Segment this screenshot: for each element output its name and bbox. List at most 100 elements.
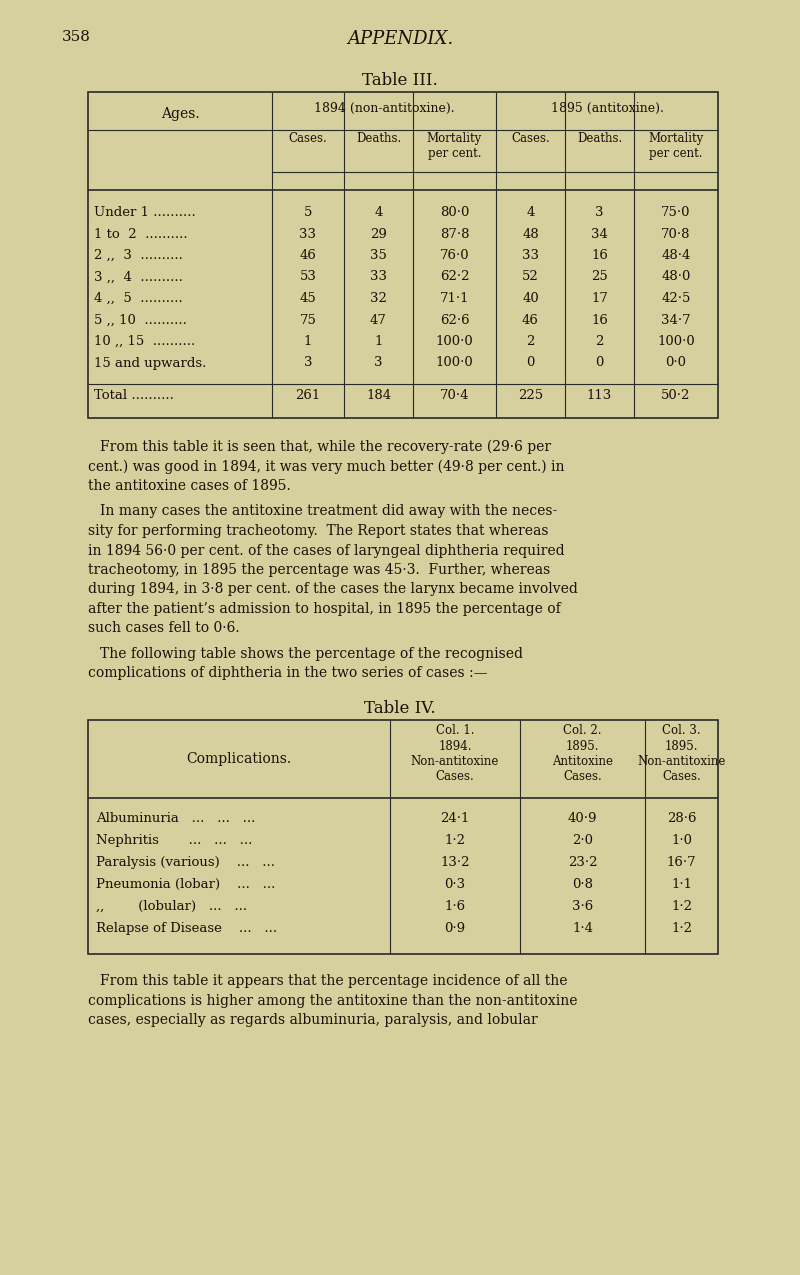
Text: 15 and upwards.: 15 and upwards. [94,357,206,370]
Text: 261: 261 [295,389,321,402]
Text: 4: 4 [374,207,382,219]
Text: 46: 46 [522,314,539,326]
Text: 35: 35 [370,249,387,261]
Bar [88,92,718,418]
Text: Paralysis (various)    ...   ...: Paralysis (various) ... ... [96,856,275,870]
Text: 70·4: 70·4 [440,389,470,402]
Text: 1·4: 1·4 [572,922,593,935]
Text: Deaths.: Deaths. [577,133,622,145]
Text: 50·2: 50·2 [662,389,690,402]
Text: complications of diphtheria in the two series of cases :—: complications of diphtheria in the two s… [88,667,487,681]
Text: 87·8: 87·8 [440,227,470,241]
Text: 1: 1 [304,335,312,348]
Text: cases, especially as regards albuminuria, paralysis, and lobular: cases, especially as regards albuminuria… [88,1014,538,1026]
Text: 48·4: 48·4 [662,249,690,261]
Text: 46: 46 [299,249,317,261]
Text: APPENDIX.: APPENDIX. [347,31,453,48]
Text: 71·1: 71·1 [440,292,470,305]
Text: 16·7: 16·7 [666,856,696,870]
Text: 62·2: 62·2 [440,270,470,283]
Text: during 1894, in 3·8 per cent. of the cases the larynx became involved: during 1894, in 3·8 per cent. of the cas… [88,583,578,597]
Text: 2: 2 [526,335,534,348]
Text: 16: 16 [591,249,608,261]
Text: 100·0: 100·0 [657,335,695,348]
Text: Table IV.: Table IV. [364,700,436,717]
Text: 70·8: 70·8 [662,227,690,241]
Text: Complications.: Complications. [186,752,291,766]
Text: 52: 52 [522,270,539,283]
Text: Table III.: Table III. [362,71,438,89]
Text: sity for performing tracheotomy.  The Report states that whereas: sity for performing tracheotomy. The Rep… [88,524,549,538]
Text: 1·6: 1·6 [445,900,466,913]
Text: Mortality
per cent.: Mortality per cent. [648,133,704,161]
Text: 1 to  2  ..........: 1 to 2 .......... [94,227,188,241]
Text: Albuminuria   ...   ...   ...: Albuminuria ... ... ... [96,812,255,825]
Text: Pneumonia (lobar)    ...   ...: Pneumonia (lobar) ... ... [96,878,275,891]
Text: 48·0: 48·0 [662,270,690,283]
Text: 42·5: 42·5 [662,292,690,305]
Text: 47: 47 [370,314,387,326]
Text: 0·3: 0·3 [445,878,466,891]
Text: 5 ,, 10  ..........: 5 ,, 10 .......... [94,314,187,326]
Text: 24·1: 24·1 [440,812,470,825]
Text: Cases.: Cases. [511,133,550,145]
Text: complications is higher among the antitoxine than the non-antitoxine: complications is higher among the antito… [88,993,578,1007]
Text: Relapse of Disease    ...   ...: Relapse of Disease ... ... [96,922,277,935]
Text: From this table it appears that the percentage incidence of all the: From this table it appears that the perc… [100,974,567,988]
Text: 23·2: 23·2 [568,856,598,870]
Text: 5: 5 [304,207,312,219]
Text: 0: 0 [595,357,604,370]
Text: 0·8: 0·8 [572,878,593,891]
Text: 25: 25 [591,270,608,283]
Text: 0·0: 0·0 [666,357,686,370]
Text: 29: 29 [370,227,387,241]
Text: tracheotomy, in 1895 the percentage was 45·3.  Further, whereas: tracheotomy, in 1895 the percentage was … [88,564,550,578]
Text: 225: 225 [518,389,543,402]
Text: 62·6: 62·6 [440,314,470,326]
Text: 40·9: 40·9 [568,812,598,825]
Text: 184: 184 [366,389,391,402]
Text: 33: 33 [370,270,387,283]
Text: such cases fell to 0·6.: such cases fell to 0·6. [88,621,240,635]
Text: 1: 1 [374,335,382,348]
Text: 75·0: 75·0 [662,207,690,219]
Text: Cases.: Cases. [289,133,327,145]
Text: 3·6: 3·6 [572,900,593,913]
Text: 3: 3 [595,207,604,219]
Text: the antitoxine cases of 1895.: the antitoxine cases of 1895. [88,479,290,493]
Text: 3: 3 [374,357,382,370]
Text: 0: 0 [526,357,534,370]
Text: Total ..........: Total .......... [94,389,174,402]
Text: 75: 75 [299,314,317,326]
Text: 33: 33 [522,249,539,261]
Text: 80·0: 80·0 [440,207,469,219]
Text: Col. 1.
1894.
Non-antitoxine
Cases.: Col. 1. 1894. Non-antitoxine Cases. [411,724,499,784]
Text: 40: 40 [522,292,539,305]
Text: 4: 4 [526,207,534,219]
Text: 1·2: 1·2 [445,834,466,847]
Text: From this table it is seen that, while the recovery-rate (29·6 per: From this table it is seen that, while t… [100,440,551,454]
Text: 16: 16 [591,314,608,326]
Text: Nephritis       ...   ...   ...: Nephritis ... ... ... [96,834,252,847]
Text: 1895 (antitoxine).: 1895 (antitoxine). [550,102,663,115]
Text: 3: 3 [304,357,312,370]
Text: The following table shows the percentage of the recognised: The following table shows the percentage… [100,646,523,660]
Text: in 1894 56·0 per cent. of the cases of laryngeal diphtheria required: in 1894 56·0 per cent. of the cases of l… [88,543,565,557]
Text: 17: 17 [591,292,608,305]
Text: ,,        (lobular)   ...   ...: ,, (lobular) ... ... [96,900,247,913]
Text: 100·0: 100·0 [436,335,474,348]
Text: 34: 34 [591,227,608,241]
Text: In many cases the antitoxine treatment did away with the neces-: In many cases the antitoxine treatment d… [100,505,558,519]
Text: 3 ,,  4  ..........: 3 ,, 4 .......... [94,270,183,283]
Text: 33: 33 [299,227,317,241]
Text: 34·7: 34·7 [661,314,691,326]
Text: 4 ,,  5  ..........: 4 ,, 5 .......... [94,292,182,305]
Text: 2: 2 [595,335,604,348]
Text: 1·2: 1·2 [671,922,692,935]
Text: 358: 358 [62,31,91,45]
Text: 32: 32 [370,292,387,305]
Text: 0·9: 0·9 [445,922,466,935]
Text: Under 1 ..........: Under 1 .......... [94,207,196,219]
Text: 1·2: 1·2 [671,900,692,913]
Text: 53: 53 [299,270,317,283]
